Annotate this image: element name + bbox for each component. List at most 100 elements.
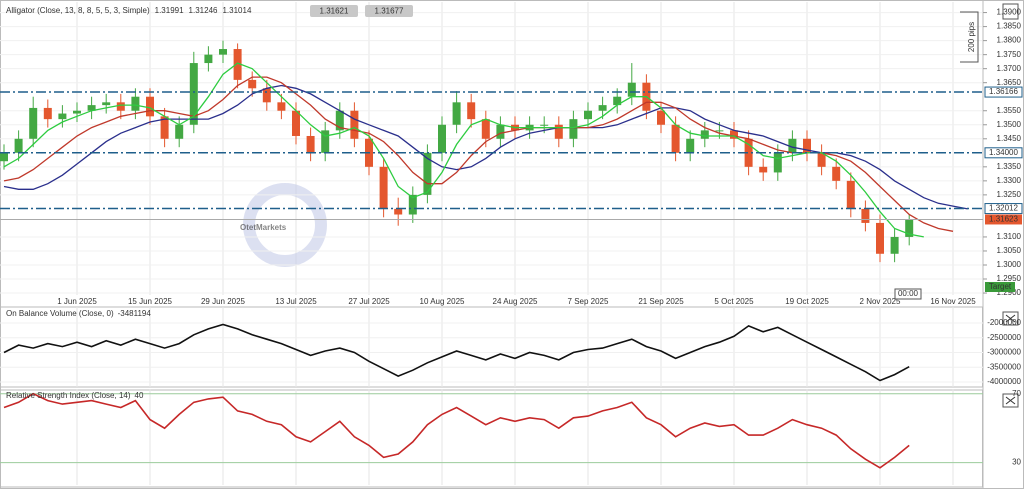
indicator-value: 1.31014 [222, 6, 251, 15]
y-tick-label: 1.3100 [997, 232, 1022, 241]
candle-body [861, 208, 870, 223]
y-tick-label: 1.3250 [997, 190, 1022, 199]
level-label-box [984, 147, 1023, 159]
candle-body [262, 88, 271, 103]
candle-body [846, 180, 855, 209]
candle-body [73, 110, 81, 114]
current-price-box [985, 214, 1022, 225]
y-tick-label: 1.3850 [997, 22, 1022, 31]
y-tick-label: 1.2900 [997, 288, 1022, 297]
y-tick-label: -4000000 [987, 377, 1021, 386]
candle-body [204, 54, 213, 64]
y-tick-label: 1.2950 [997, 274, 1022, 283]
price-button[interactable] [365, 5, 413, 17]
range-bracket [960, 11, 979, 63]
y-tick-label: 30 [1012, 458, 1021, 467]
candle-body [58, 113, 67, 120]
candle-body [876, 222, 884, 254]
candle-body [438, 124, 446, 153]
candle-body [408, 194, 417, 215]
candle-body [394, 208, 403, 215]
y-tick-label: 1.3750 [997, 50, 1022, 59]
y-tick-label: 1.3050 [997, 246, 1022, 255]
x-tick-label: 15 Jun 2025 [128, 297, 173, 306]
candle-body [598, 105, 607, 111]
x-tick-label: 27 Jul 2025 [348, 297, 390, 306]
y-tick-label: -2000000 [987, 318, 1021, 327]
candle-body [788, 138, 797, 153]
y-tick-label: 1.3650 [997, 78, 1022, 87]
candle-body [817, 152, 826, 167]
candle-body [803, 138, 811, 153]
indicator-line [3, 392, 910, 469]
candle-body [584, 110, 592, 120]
candle-body [481, 119, 490, 139]
candle-body [131, 96, 140, 111]
candle-body [744, 138, 753, 167]
y-tick-label: 1.3700 [997, 64, 1022, 73]
candle-body [832, 166, 841, 181]
price-button-label: 1.31677 [375, 7, 404, 16]
range-label: 200 pips [967, 22, 976, 52]
price-button[interactable] [310, 5, 358, 17]
alligator-line [3, 84, 968, 210]
candle-body [116, 102, 125, 111]
x-tick-label: 5 Oct 2025 [714, 297, 754, 306]
x-tick-label: 16 Nov 2025 [930, 297, 976, 306]
indicator-value: 40 [135, 391, 144, 400]
y-tick-label: 1.3800 [997, 36, 1022, 45]
time-label: 00:00 [898, 289, 919, 298]
x-tick-label: 29 Jun 2025 [201, 297, 246, 306]
target-label: Target [989, 282, 1012, 291]
x-tick-label: 10 Aug 2025 [420, 297, 465, 306]
price-button-label: 1.31621 [320, 7, 349, 16]
indicator-title: Relative Strength Index (Close, 14) [6, 391, 131, 400]
candle-body [627, 82, 636, 97]
y-tick-label: -2500000 [987, 333, 1021, 342]
candle-body [379, 166, 388, 209]
candle-body [759, 166, 768, 173]
candle-body [540, 124, 549, 126]
x-tick-label: 7 Sep 2025 [568, 297, 609, 306]
candle-body [467, 102, 476, 120]
indicator-value: 1.31991 [155, 6, 184, 15]
indicator-line [3, 323, 910, 382]
level-label-box [984, 86, 1023, 98]
x-tick-label: 19 Oct 2025 [785, 297, 829, 306]
candle-body [890, 236, 899, 254]
candle-body [248, 79, 257, 89]
expand-button[interactable] [1002, 3, 1019, 20]
y-tick-label: 1.3300 [997, 176, 1022, 185]
time-box [894, 288, 922, 300]
y-tick-label: 1.3500 [997, 120, 1022, 129]
candle-body [102, 102, 111, 106]
level-label-box [984, 203, 1023, 215]
indicator-value: -3481194 [118, 309, 152, 318]
y-tick-label: 1.3900 [997, 8, 1022, 17]
candle-body [671, 124, 680, 153]
price-layer: OtetMarkets 1.3900 1.3850 1.3800 1.3750 1.370… [0, 5, 1023, 300]
candle-body [335, 110, 344, 131]
y-tick-label: 70 [1012, 389, 1021, 398]
level-label: 1.32012 [989, 204, 1018, 213]
candle-body [496, 124, 505, 139]
candle-body [14, 138, 23, 153]
candle-body [773, 152, 782, 173]
y-tick-label: 1.3350 [997, 162, 1022, 171]
x-tick-label: 1 Jun 2025 [57, 297, 97, 306]
current-price-label: 1.31623 [989, 215, 1018, 224]
candle-body [905, 219, 914, 237]
level-label: 1.36166 [989, 87, 1018, 96]
x-tick-label: 13 Jul 2025 [275, 297, 317, 306]
candle-body [350, 110, 359, 139]
candle-body [189, 63, 198, 125]
candle-body [146, 96, 154, 117]
indicator-title: On Balance Volume (Close, 0) [6, 309, 114, 318]
candle-body [219, 49, 227, 55]
candle-body [554, 124, 563, 139]
candle-body [613, 96, 622, 106]
y-tick-label: 1.3000 [997, 260, 1022, 269]
candle-body [160, 116, 169, 139]
candle-body [715, 130, 724, 132]
